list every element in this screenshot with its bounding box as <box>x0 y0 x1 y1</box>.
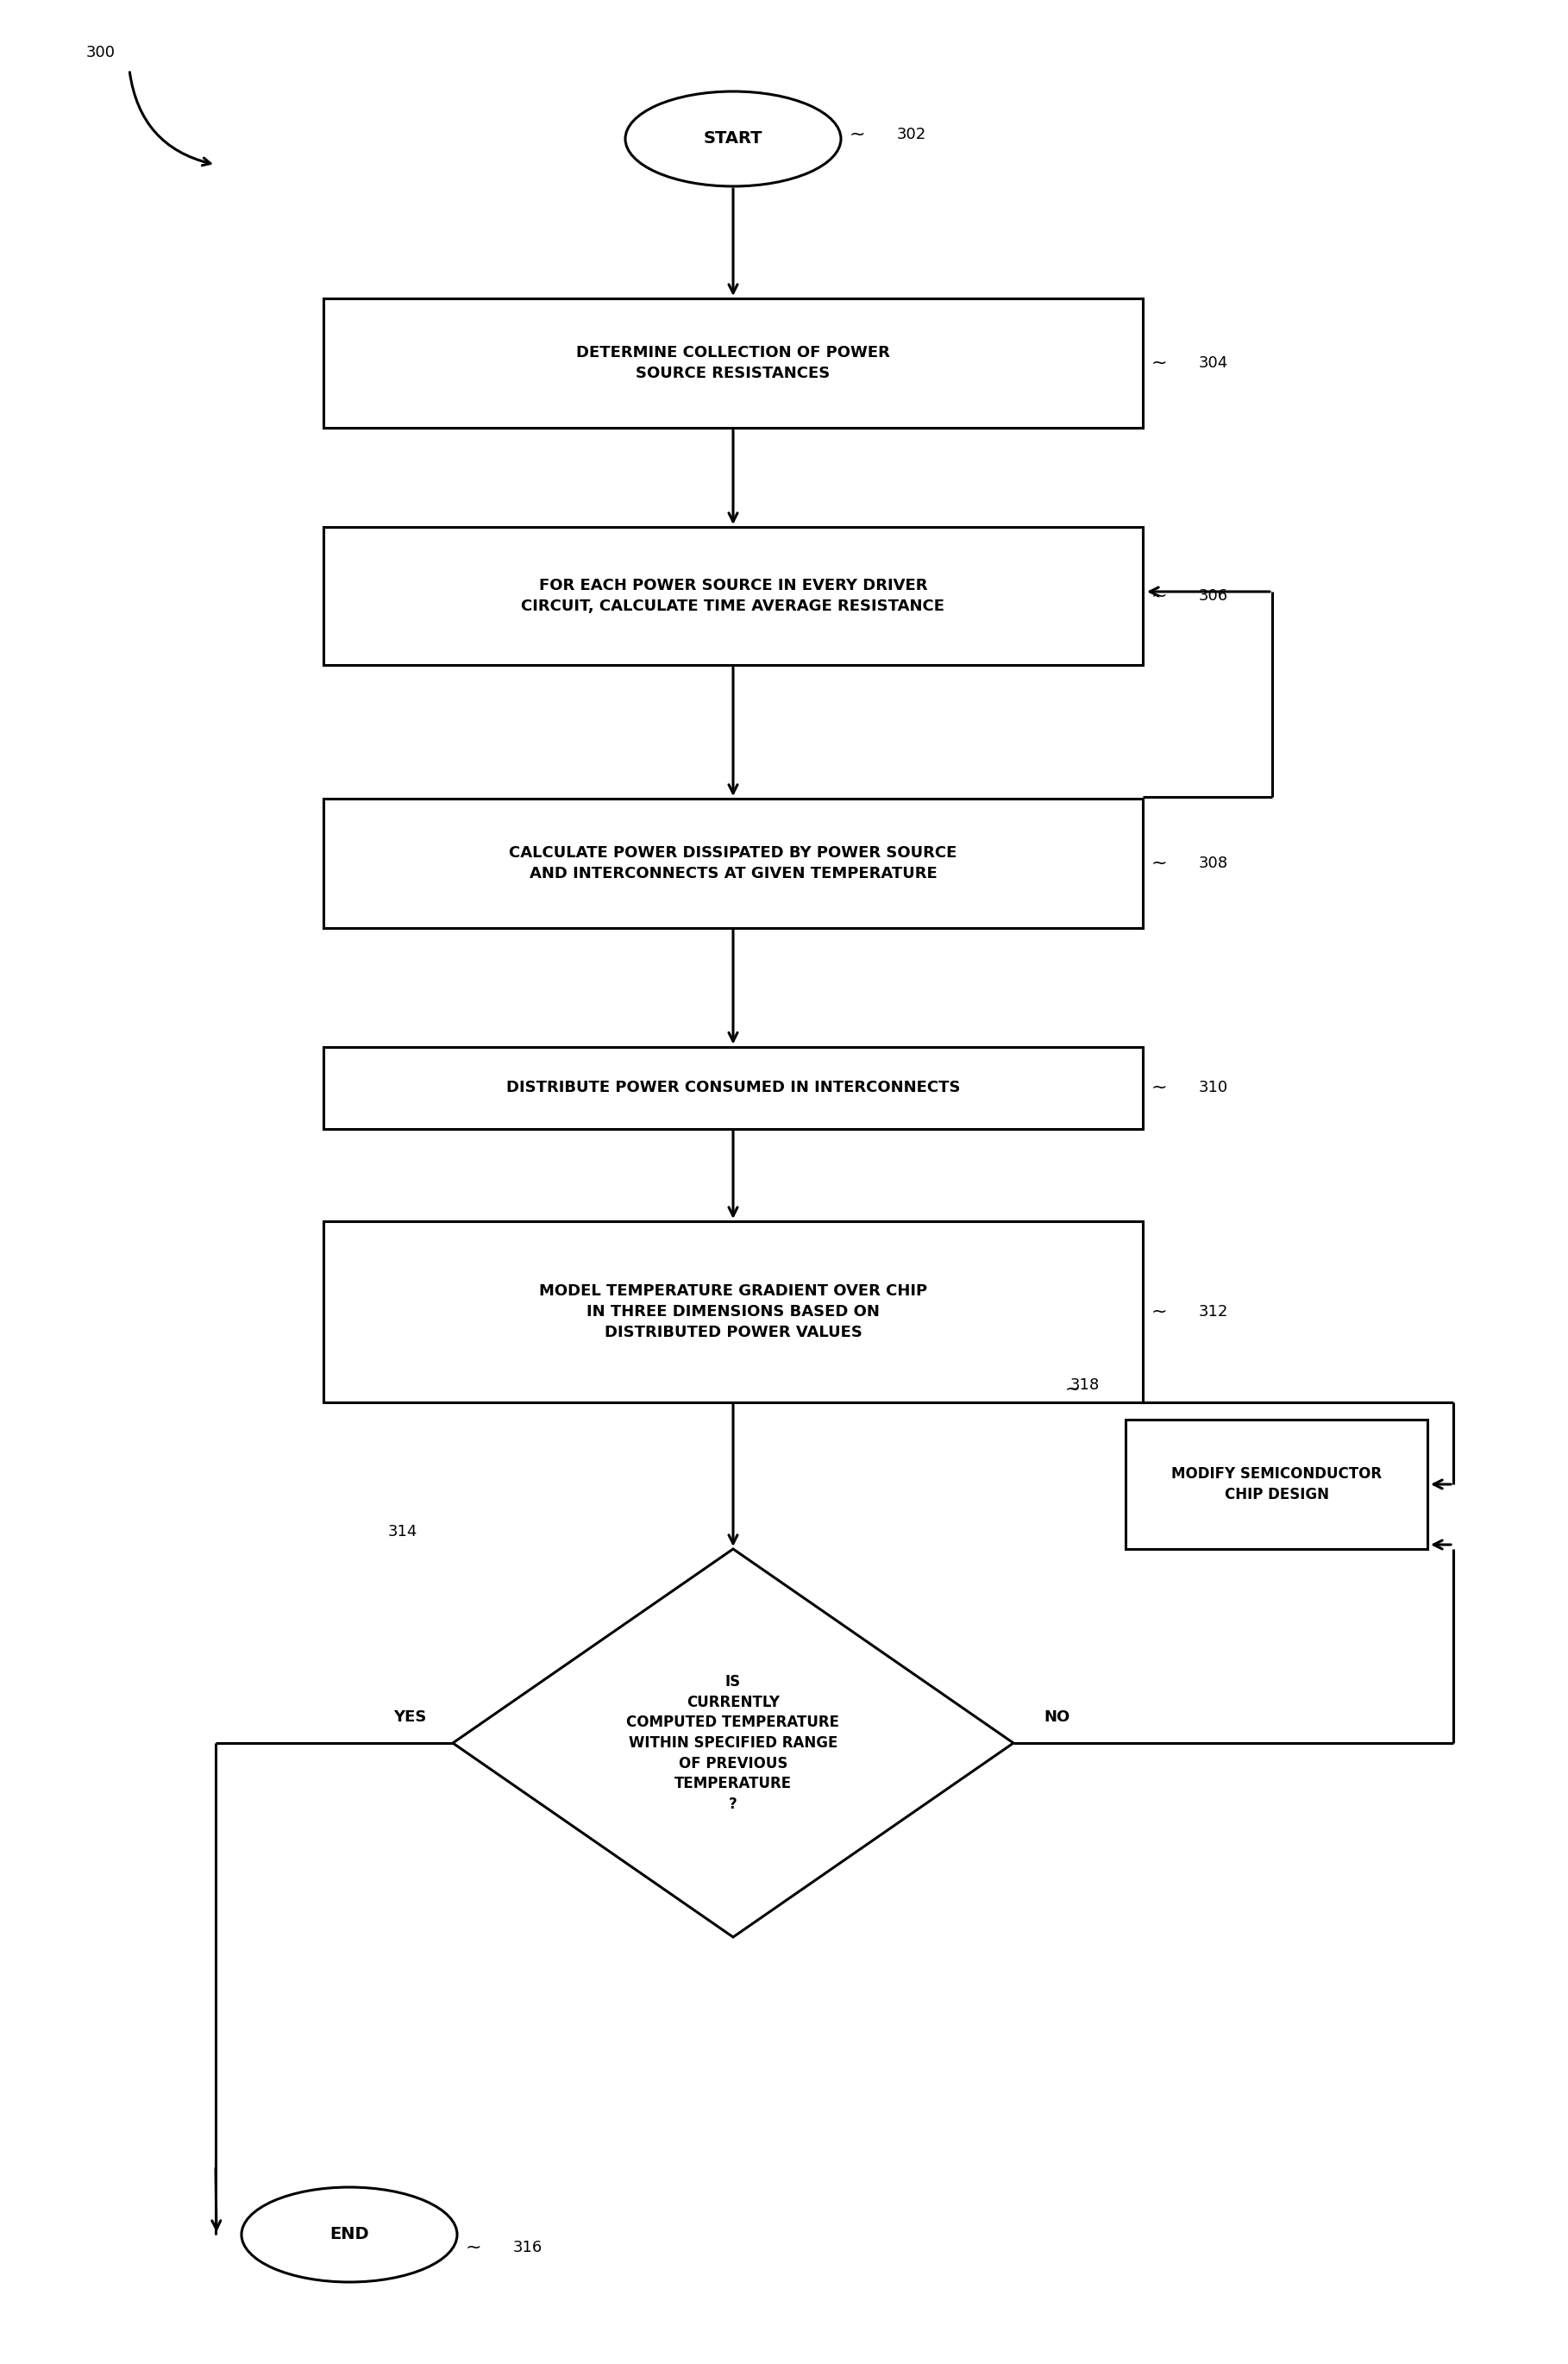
Text: ~: ~ <box>1065 1381 1080 1397</box>
Text: 316: 316 <box>513 2239 543 2255</box>
Text: ~: ~ <box>1151 1303 1168 1321</box>
Text: 306: 306 <box>1200 589 1228 603</box>
Text: 308: 308 <box>1200 856 1228 870</box>
Text: IS
CURRENTLY
COMPUTED TEMPERATURE
WITHIN SPECIFIED RANGE
OF PREVIOUS
TEMPERATURE: IS CURRENTLY COMPUTED TEMPERATURE WITHIN… <box>627 1674 839 1811</box>
Text: 314: 314 <box>389 1525 417 1539</box>
Text: DETERMINE COLLECTION OF POWER
SOURCE RESISTANCES: DETERMINE COLLECTION OF POWER SOURCE RES… <box>575 345 891 381</box>
Text: ~: ~ <box>1151 1078 1168 1097</box>
Text: ~: ~ <box>850 125 866 144</box>
Text: CALCULATE POWER DISSIPATED BY POWER SOURCE
AND INTERCONNECTS AT GIVEN TEMPERATUR: CALCULATE POWER DISSIPATED BY POWER SOUR… <box>510 846 956 882</box>
Text: 304: 304 <box>1200 355 1228 371</box>
Bar <box>323 1222 1143 1402</box>
Text: ~: ~ <box>1151 355 1168 371</box>
Text: 312: 312 <box>1200 1305 1228 1319</box>
Text: MODEL TEMPERATURE GRADIENT OVER CHIP
IN THREE DIMENSIONS BASED ON
DISTRIBUTED PO: MODEL TEMPERATURE GRADIENT OVER CHIP IN … <box>539 1284 927 1340</box>
Text: DISTRIBUTE POWER CONSUMED IN INTERCONNECTS: DISTRIBUTE POWER CONSUMED IN INTERCONNEC… <box>506 1080 960 1095</box>
Text: 302: 302 <box>897 128 927 142</box>
Bar <box>323 799 1143 929</box>
Ellipse shape <box>626 92 840 187</box>
Text: ~: ~ <box>1151 586 1168 605</box>
Bar <box>323 298 1143 428</box>
Text: MODIFY SEMICONDUCTOR
CHIP DESIGN: MODIFY SEMICONDUCTOR CHIP DESIGN <box>1171 1466 1381 1501</box>
Text: END: END <box>329 2227 368 2243</box>
Bar <box>1126 1421 1427 1548</box>
Ellipse shape <box>241 2187 458 2281</box>
Text: START: START <box>704 130 762 147</box>
Text: YES: YES <box>394 1709 426 1726</box>
Text: 310: 310 <box>1200 1080 1228 1095</box>
Polygon shape <box>453 1548 1013 1936</box>
Text: 300: 300 <box>86 45 116 61</box>
Text: 318: 318 <box>1069 1378 1099 1392</box>
Bar <box>323 1047 1143 1128</box>
Text: FOR EACH POWER SOURCE IN EVERY DRIVER
CIRCUIT, CALCULATE TIME AVERAGE RESISTANCE: FOR EACH POWER SOURCE IN EVERY DRIVER CI… <box>522 579 946 615</box>
Bar <box>323 527 1143 664</box>
Text: ~: ~ <box>466 2239 481 2255</box>
Text: ~: ~ <box>1151 856 1168 872</box>
Text: NO: NO <box>1043 1709 1069 1726</box>
